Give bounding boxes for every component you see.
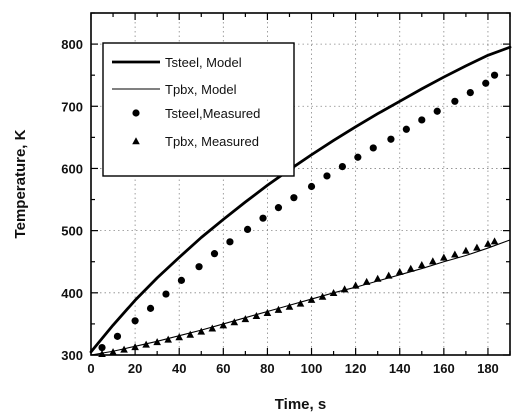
data-point-triangle [318, 292, 327, 300]
data-point-circle [482, 79, 490, 87]
x-tick-label: 60 [216, 361, 230, 376]
data-point-circle [210, 250, 219, 258]
data-point-triangle [175, 333, 184, 341]
series-3 [98, 237, 499, 357]
data-point-triangle [484, 239, 492, 247]
data-point-triangle [395, 267, 404, 275]
series-0 [89, 45, 512, 354]
data-point-circle [243, 225, 252, 233]
data-point-circle [354, 153, 362, 161]
legend-label: Tsteel, Model [165, 55, 242, 70]
data-point-circle [146, 304, 155, 312]
data-point-triangle [241, 315, 250, 323]
series-2 [98, 71, 499, 352]
data-point-circle [259, 214, 267, 222]
data-point-triangle [274, 305, 283, 313]
data-point-triangle [252, 312, 261, 320]
y-tick-label: 800 [61, 37, 83, 52]
y-tick-label: 700 [61, 99, 83, 114]
data-point-circle [338, 162, 346, 171]
data-point-triangle [473, 243, 481, 251]
data-point-triangle [263, 308, 272, 316]
data-point-circle [177, 276, 186, 284]
x-tick-label: 140 [389, 361, 411, 376]
data-point-triangle [120, 345, 128, 353]
x-tick-label: 180 [477, 361, 499, 376]
data-point-triangle [384, 271, 393, 279]
legend-swatch-marker [132, 137, 140, 145]
legend-box [102, 42, 295, 177]
data-point-triangle [197, 327, 206, 335]
data-point-triangle [417, 261, 426, 269]
data-point-triangle [307, 295, 316, 303]
data-point-circle [433, 107, 441, 115]
data-point-triangle [429, 257, 437, 265]
y-tick-label: 400 [61, 286, 83, 301]
data-point-circle [98, 343, 106, 352]
data-point-circle [369, 144, 377, 152]
legend: Tsteel, Model Tpbx, Model Tsteel,Measured T… [102, 42, 295, 177]
data-point-triangle [285, 302, 294, 310]
data-point-circle [387, 135, 395, 143]
data-point-triangle [440, 253, 448, 261]
data-point-circle [307, 182, 316, 191]
data-point-circle [274, 204, 283, 212]
x-tick-label: 100 [301, 361, 323, 376]
data-point-circle [451, 97, 459, 105]
data-point-triangle [208, 324, 217, 332]
data-point-triangle [406, 264, 415, 272]
series-1 [90, 239, 511, 356]
data-point-circle [323, 172, 331, 180]
data-point-triangle [362, 277, 371, 285]
data-point-triangle [462, 246, 470, 254]
data-point-triangle [451, 250, 459, 258]
data-point-triangle [186, 330, 195, 338]
x-tick-label: 160 [433, 361, 455, 376]
y-tick-label: 300 [61, 348, 83, 363]
y-tick-label: 600 [61, 161, 83, 176]
x-tick-label: 80 [260, 361, 274, 376]
data-point-triangle [153, 338, 161, 346]
data-point-triangle [131, 343, 139, 351]
legend-label: Tsteel,Measured [165, 106, 260, 121]
series-line [90, 239, 511, 356]
data-point-triangle [296, 299, 305, 307]
legend-label: Tpbx, Measured [165, 134, 259, 149]
x-tick-label: 40 [172, 361, 186, 376]
data-point-triangle [351, 281, 360, 289]
x-axis-title: Time, s [275, 396, 326, 413]
data-point-triangle [219, 321, 228, 329]
legend-label: Tpbx, Model [165, 82, 237, 97]
data-point-triangle [230, 318, 239, 326]
series-layer [89, 45, 512, 357]
x-tick-label: 120 [345, 361, 367, 376]
series-line [89, 45, 512, 354]
data-point-circle [402, 125, 410, 133]
data-point-triangle [329, 289, 338, 297]
x-tick-label: 20 [128, 361, 142, 376]
data-point-circle [226, 238, 234, 246]
tick-labels: 0 20 40 60 80 100 120 140 160 180 300 400 500 600 700 8… [61, 37, 499, 376]
data-point-circle [113, 332, 122, 340]
data-point-triangle [373, 274, 382, 282]
data-point-circle [162, 290, 170, 298]
ticks [90, 12, 511, 356]
data-point-triangle [490, 237, 499, 245]
y-axis-title: Temperature, K [12, 129, 29, 238]
data-point-triangle [340, 285, 349, 293]
data-point-circle [195, 263, 203, 271]
data-point-circle [290, 194, 298, 202]
x-tick-label: 0 [87, 361, 94, 376]
plot-frame [90, 12, 511, 356]
data-point-circle [418, 116, 426, 124]
legend-swatch-marker [132, 109, 140, 117]
data-point-circle [131, 317, 139, 325]
data-point-circle [490, 71, 499, 79]
y-tick-label: 500 [61, 224, 83, 239]
data-point-circle [466, 88, 474, 97]
data-point-triangle [164, 335, 172, 343]
data-point-triangle [142, 340, 150, 348]
